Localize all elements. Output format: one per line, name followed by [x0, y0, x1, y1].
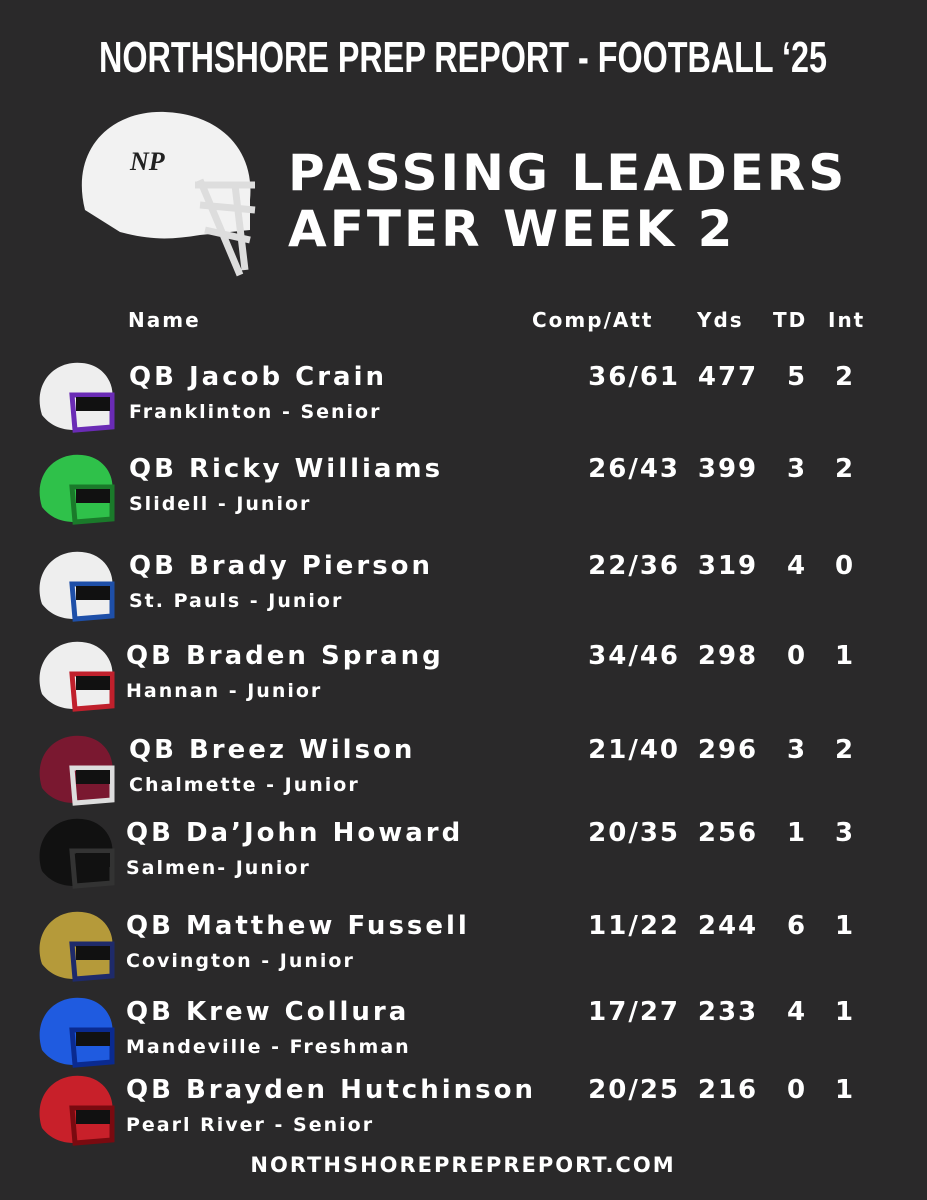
interceptions: 0 [835, 551, 855, 581]
helmet-visor [76, 946, 110, 960]
helmet-visor [76, 489, 110, 503]
helmet-visor [76, 676, 110, 690]
player-name: QB Da’John Howard [126, 818, 463, 848]
interceptions: 2 [835, 362, 855, 392]
player-name: QB Brayden Hutchinson [126, 1075, 536, 1105]
player-name: QB Krew Collura [126, 997, 409, 1027]
player-team: Pearl River - Senior [126, 1114, 374, 1136]
player-team: St. Pauls - Junior [129, 590, 343, 612]
logo-helmet: NP [81, 111, 256, 277]
helmet-mask [69, 484, 115, 525]
touchdowns: 5 [787, 362, 807, 392]
footer-url: NORTHSHOREPREPREPORT.COM [250, 1153, 675, 1177]
player-name: QB Braden Sprang [126, 641, 444, 671]
helmet-mask [69, 392, 115, 433]
title: NORTHSHORE PREP REPORT - FOOTBALL ‘25 [99, 33, 827, 82]
yards: 319 [698, 551, 758, 581]
helmet [39, 818, 115, 889]
helmet [39, 735, 115, 806]
player-name: QB Breez Wilson [129, 735, 415, 765]
player-name: QB Matthew Fussell [126, 911, 470, 941]
interceptions: 1 [835, 641, 855, 671]
player-name: QB Jacob Crain [129, 362, 387, 392]
comp-att: 36/61 [588, 362, 680, 392]
touchdowns: 4 [787, 997, 807, 1027]
helmet-visor [76, 397, 110, 411]
helmet-mask [69, 1027, 115, 1068]
player-name: QB Brady Pierson [129, 551, 433, 581]
comp-att: 20/25 [588, 1075, 680, 1105]
helmet-visor [76, 586, 110, 600]
player-team: Slidell - Junior [129, 493, 311, 515]
yards: 477 [698, 362, 758, 392]
player-team: Salmen- Junior [126, 857, 311, 879]
yards: 233 [698, 997, 758, 1027]
interceptions: 2 [835, 454, 855, 484]
helmet [39, 454, 115, 525]
helmet-visor [76, 1032, 110, 1046]
column-header: Int [828, 308, 865, 332]
comp-att: 11/22 [588, 911, 680, 941]
helmet-visor [76, 1110, 110, 1124]
helmet [39, 551, 115, 622]
touchdowns: 0 [787, 1075, 807, 1105]
touchdowns: 1 [787, 818, 807, 848]
player-team: Hannan - Junior [126, 680, 322, 702]
yards: 244 [698, 911, 758, 941]
player-team: Franklinton - Senior [129, 401, 381, 423]
interceptions: 3 [835, 818, 855, 848]
touchdowns: 6 [787, 911, 807, 941]
helmet [39, 1075, 115, 1146]
player-team: Chalmette - Junior [129, 774, 360, 796]
svg-text:NP: NP [129, 147, 166, 176]
yards: 399 [698, 454, 758, 484]
helmet-mask [69, 765, 115, 806]
interceptions: 2 [835, 735, 855, 765]
helmet-visor [76, 770, 110, 784]
touchdowns: 4 [787, 551, 807, 581]
yards: 298 [698, 641, 758, 671]
subtitle-line: PASSING LEADERS [288, 144, 847, 202]
yards: 296 [698, 735, 758, 765]
comp-att: 22/36 [588, 551, 680, 581]
yards: 256 [698, 818, 758, 848]
interceptions: 1 [835, 997, 855, 1027]
helmet [39, 362, 115, 433]
helmet-visor [76, 853, 110, 867]
helmet-mask [69, 671, 115, 712]
helmet-mask [69, 581, 115, 622]
interceptions: 1 [835, 1075, 855, 1105]
helmet [39, 911, 115, 982]
yards: 216 [698, 1075, 758, 1105]
player-team: Mandeville - Freshman [126, 1036, 411, 1058]
helmet [39, 641, 115, 712]
comp-att: 34/46 [588, 641, 680, 671]
touchdowns: 3 [787, 735, 807, 765]
player-name: QB Ricky Williams [129, 454, 443, 484]
interceptions: 1 [835, 911, 855, 941]
helmet-mask [69, 1105, 115, 1146]
helmet-mask [69, 941, 115, 982]
subtitle-line: AFTER WEEK 2 [288, 200, 735, 258]
helmet-mask [69, 848, 115, 889]
column-header: Comp/Att [532, 308, 653, 332]
comp-att: 26/43 [588, 454, 680, 484]
comp-att: 17/27 [588, 997, 680, 1027]
column-header: Name [128, 308, 201, 332]
comp-att: 20/35 [588, 818, 680, 848]
touchdowns: 0 [787, 641, 807, 671]
comp-att: 21/40 [588, 735, 680, 765]
player-team: Covington - Junior [126, 950, 355, 972]
touchdowns: 3 [787, 454, 807, 484]
column-header: Yds [696, 308, 744, 332]
helmet [39, 997, 115, 1068]
column-header: TD [773, 308, 807, 332]
